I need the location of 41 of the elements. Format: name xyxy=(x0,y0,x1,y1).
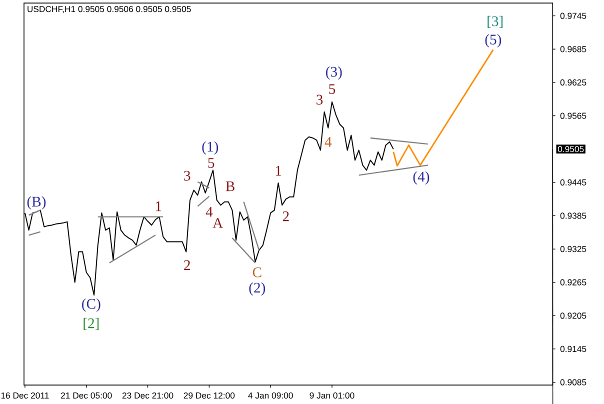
x-tick-label: 4 Jan 09:00 xyxy=(248,392,293,399)
annotation: (2) xyxy=(249,282,266,296)
annotation: B xyxy=(226,181,234,192)
y-tick-label: 0.9625 xyxy=(560,79,586,86)
annotation: (1) xyxy=(202,141,218,155)
y-tick-label: 0.9565 xyxy=(560,112,586,119)
annotation: (4) xyxy=(413,171,430,185)
y-tick-label: 0.9745 xyxy=(560,12,586,19)
annotation: 5 xyxy=(329,84,336,94)
annotation: C xyxy=(252,267,262,278)
annotation: (3) xyxy=(326,66,342,80)
x-tick-label: 29 Dec 12:00 xyxy=(184,392,235,399)
annotation: [3] xyxy=(488,16,503,28)
annotation: (5) xyxy=(485,34,502,48)
annotation: [2] xyxy=(84,318,99,330)
chart-title: USDCHF,H1 0.9505 0.9506 0.9505 0.9505 xyxy=(28,6,191,14)
annotation: 3 xyxy=(316,94,323,105)
annotation: 4 xyxy=(206,207,213,217)
y-tick-label: 0.9445 xyxy=(560,179,586,186)
x-tick-label: 16 Dec 2011 xyxy=(1,392,49,399)
annotation: (B) xyxy=(27,196,46,210)
x-tick-label: 21 Dec 05:00 xyxy=(61,392,112,399)
y-tick-label: 0.9205 xyxy=(560,312,586,319)
text: 0.9505 xyxy=(558,146,584,152)
annotation: 2 xyxy=(184,260,190,270)
annotation: A xyxy=(212,218,223,228)
y-tick-label: 0.9385 xyxy=(560,212,586,219)
x-tick-label: 9 Jan 01:00 xyxy=(310,392,354,399)
annotation: 1 xyxy=(156,201,162,212)
annotation: (C) xyxy=(82,298,100,312)
y-tick-label: 0.9265 xyxy=(560,279,586,286)
annotation: 4 xyxy=(324,137,332,147)
annotation: 5 xyxy=(208,158,214,168)
x-tick-label: 23 Dec 21:00 xyxy=(122,392,174,399)
annotation: 1 xyxy=(276,166,282,176)
y-tick-label: 0.9325 xyxy=(560,246,586,252)
annotation: 3 xyxy=(184,170,190,181)
y-tick-label: 0.9145 xyxy=(560,346,586,352)
annotation: 2 xyxy=(282,211,289,222)
y-tick-label: 0.9085 xyxy=(560,379,586,386)
y-tick-label: 0.9685 xyxy=(560,46,586,52)
